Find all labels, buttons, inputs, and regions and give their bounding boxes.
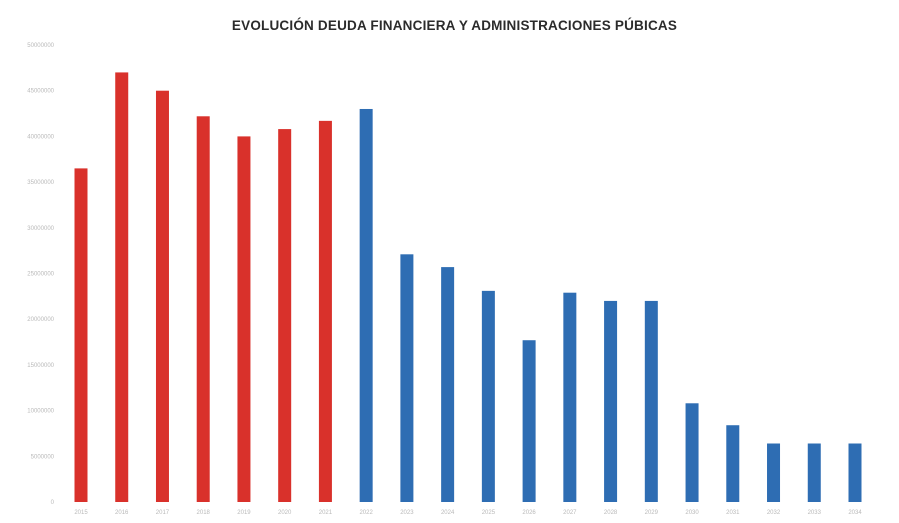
x-tick-label: 2016 [115, 510, 129, 516]
bar-2029 [644, 300, 658, 502]
x-tick-label: 2017 [156, 510, 170, 516]
bar-2018 [196, 116, 210, 503]
y-axis-ticks: 0 5000000 10000000 15000000 20000000 25000000… [27, 43, 54, 506]
bars [74, 72, 862, 503]
bar-2023 [400, 254, 414, 502]
bar-2027 [563, 292, 577, 502]
x-tick-label: 2031 [726, 510, 740, 516]
x-tick-label: 2028 [604, 510, 618, 516]
y-tick-label: 20000000 [27, 317, 54, 323]
x-tick-label: 2020 [278, 510, 292, 516]
x-tick-label: 2030 [685, 510, 699, 516]
y-tick-label: 35000000 [27, 180, 54, 186]
x-tick-label: 2027 [563, 510, 577, 516]
x-axis-ticks: 2015 2016 2017 2018 2019 2020 2021 2022 2023 2024… [74, 510, 862, 516]
bar-2021 [318, 120, 332, 502]
bar-2033 [807, 443, 821, 502]
x-tick-label: 2033 [808, 510, 822, 516]
y-tick-label: 40000000 [27, 134, 54, 140]
bar-2022 [359, 108, 373, 502]
bar-2020 [278, 129, 292, 502]
x-tick-label: 2018 [197, 510, 211, 516]
x-tick-label: 2034 [848, 510, 862, 516]
x-tick-label: 2023 [400, 510, 414, 516]
bar-2016 [115, 72, 129, 503]
bar-2030 [685, 403, 699, 502]
bar-2024 [441, 267, 455, 502]
y-tick-label: 10000000 [27, 409, 54, 415]
y-tick-label: 15000000 [27, 363, 54, 369]
x-tick-label: 2015 [74, 510, 88, 516]
y-tick-label: 25000000 [27, 272, 54, 278]
y-tick-label: 0 [51, 500, 55, 506]
bar-2017 [155, 90, 169, 502]
bar-2034 [848, 443, 862, 502]
bar-2026 [522, 340, 536, 502]
y-tick-label: 5000000 [31, 454, 55, 460]
bar-2025 [481, 290, 495, 502]
bar-2028 [604, 300, 618, 502]
x-tick-label: 2019 [237, 510, 251, 516]
bar-2019 [237, 136, 251, 502]
x-tick-label: 2024 [441, 510, 455, 516]
bar-2031 [726, 425, 740, 502]
x-tick-label: 2025 [482, 510, 496, 516]
bar-2032 [767, 443, 781, 502]
x-tick-label: 2022 [359, 510, 373, 516]
bar-2015 [74, 168, 88, 502]
y-tick-label: 30000000 [27, 226, 54, 232]
x-tick-label: 2032 [767, 510, 781, 516]
chart-title: EVOLUCIÓN DEUDA FINANCIERA Y ADMINISTRAC… [231, 18, 678, 33]
x-tick-label: 2026 [522, 510, 536, 516]
x-tick-label: 2021 [319, 510, 333, 516]
y-tick-label: 45000000 [27, 89, 54, 95]
x-tick-label: 2029 [645, 510, 659, 516]
y-tick-label: 50000000 [27, 43, 54, 49]
